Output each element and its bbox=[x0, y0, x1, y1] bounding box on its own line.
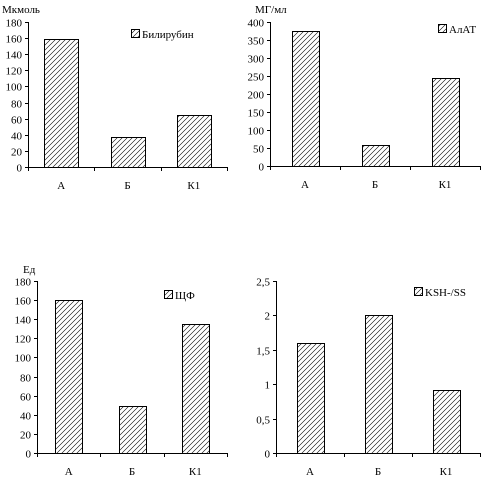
y-tick-label: 120 bbox=[6, 66, 23, 78]
y-tick-label: 60 bbox=[20, 392, 32, 404]
y-tick-label: 40 bbox=[11, 131, 23, 143]
legend: Билирубин bbox=[131, 29, 194, 41]
y-tick-label: 0 bbox=[17, 163, 23, 175]
y-tick-label: 0 bbox=[265, 449, 271, 461]
legend-label: ЩФ bbox=[175, 290, 195, 302]
y-tick-label: 140 bbox=[15, 315, 32, 327]
y-tick-label: 60 bbox=[11, 115, 23, 127]
y-tick-label: 0 bbox=[26, 449, 32, 461]
x-category-label: А bbox=[301, 179, 309, 191]
y-tick-label: 100 bbox=[248, 126, 265, 138]
legend-swatch bbox=[438, 24, 447, 33]
x-category-label: Б bbox=[124, 180, 130, 192]
chart-panel-4: 0 0,5 1 1,5 2 2,5 А Б К1 KSH-/SS bbox=[256, 277, 481, 478]
legend-label: KSH-/SS bbox=[425, 287, 466, 299]
y-tick-label: 80 bbox=[20, 373, 32, 385]
y-unit-label: МГ/мл bbox=[255, 4, 287, 16]
bar-Б bbox=[119, 406, 147, 454]
y-tick-label: 20 bbox=[20, 430, 32, 442]
y-tick-label: 160 bbox=[15, 296, 32, 308]
x-category-label: Б bbox=[372, 179, 378, 191]
x-category-label: Б bbox=[129, 466, 135, 478]
y-tick-label: 50 bbox=[253, 144, 265, 156]
x-category-label: К1 bbox=[187, 180, 200, 192]
y-tick-label: 120 bbox=[15, 334, 32, 346]
y-tick-label: 20 bbox=[11, 147, 23, 159]
y-tick-label: 300 bbox=[248, 54, 265, 66]
legend-label: АлАТ bbox=[449, 24, 476, 36]
chart-panel-3: Ед 0 20 40 60 80 100 120 140 160 180 А Б К1 ЩФ bbox=[15, 264, 228, 478]
bar-К1 bbox=[432, 78, 460, 167]
chart-panel-2: МГ/мл 0 50 100 150 200 250 300 350 400 А Б К1 АлАТ bbox=[248, 4, 481, 191]
legend: ЩФ bbox=[164, 290, 195, 302]
y-tick-label: 0 bbox=[259, 162, 265, 174]
x-category-label: К1 bbox=[440, 466, 453, 478]
y-tick-label: 400 bbox=[248, 18, 265, 30]
x-category-label: А bbox=[65, 466, 73, 478]
bar-К1 bbox=[182, 324, 210, 454]
y-tick-label: 140 bbox=[6, 50, 23, 62]
legend: KSH-/SS bbox=[414, 287, 466, 299]
bar-А bbox=[55, 300, 83, 454]
legend-swatch bbox=[164, 290, 173, 299]
y-tick-label: 180 bbox=[15, 277, 32, 289]
y-tick-label: 160 bbox=[6, 34, 23, 46]
bar-Б bbox=[365, 315, 393, 454]
y-tick-label: 150 bbox=[248, 108, 265, 120]
y-tick-label: 100 bbox=[15, 353, 32, 365]
y-tick-label: 350 bbox=[248, 36, 265, 48]
bar-Б bbox=[111, 137, 146, 168]
bar-А bbox=[292, 31, 320, 167]
x-category-label: А bbox=[57, 180, 65, 192]
y-tick-label: 250 bbox=[248, 72, 265, 84]
y-tick-label: 180 bbox=[6, 18, 23, 30]
bar-Б bbox=[362, 145, 390, 167]
y-tick-label: 200 bbox=[248, 90, 265, 102]
bar-А bbox=[44, 39, 79, 168]
y-tick-label: 0,5 bbox=[256, 415, 270, 427]
legend-label: Билирубин bbox=[142, 29, 194, 41]
y-unit-label: Мкмоль bbox=[2, 4, 40, 16]
y-unit-label: Ед bbox=[23, 264, 36, 276]
y-tick-label: 1 bbox=[265, 380, 271, 392]
x-category-label: К1 bbox=[439, 179, 452, 191]
bar-А bbox=[297, 343, 325, 454]
legend-swatch bbox=[131, 29, 140, 38]
x-category-label: А bbox=[306, 466, 314, 478]
y-tick-label: 2,5 bbox=[256, 277, 270, 289]
bar-К1 bbox=[177, 115, 212, 168]
y-tick-label: 1,5 bbox=[256, 346, 270, 358]
x-category-label: К1 bbox=[189, 466, 202, 478]
bar-К1 bbox=[433, 390, 461, 454]
x-category-label: Б bbox=[375, 466, 381, 478]
y-tick-label: 80 bbox=[11, 99, 23, 111]
y-tick-label: 2 bbox=[265, 311, 271, 323]
y-tick-label: 100 bbox=[6, 82, 23, 94]
legend: АлАТ bbox=[438, 24, 476, 36]
chart-panel-1: Мкмоль 0 20 40 60 80 100 120 140 160 180 А Б К1 Билиру… bbox=[2, 4, 228, 192]
legend-swatch bbox=[414, 287, 423, 296]
y-tick-label: 40 bbox=[20, 411, 32, 423]
